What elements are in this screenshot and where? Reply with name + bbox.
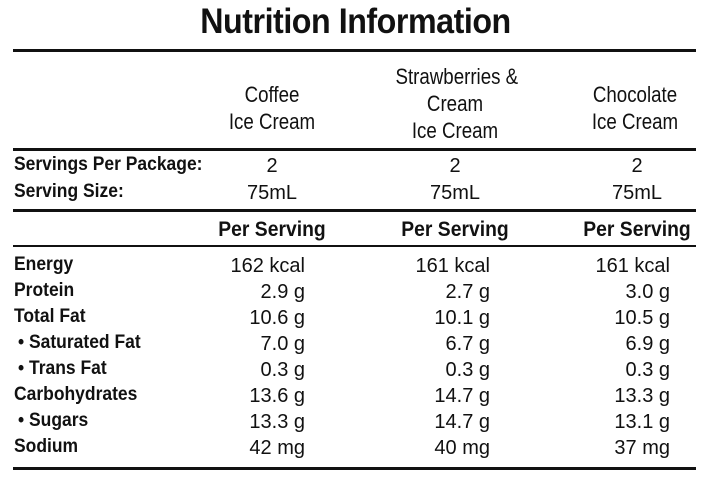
per-serving-rule [13, 245, 696, 247]
servings-per-package-label: Servings Per Package: [14, 154, 203, 175]
serving-size-value: 75mL [611, 182, 663, 204]
nutrient-value: 0.3 g [445, 359, 490, 381]
nutrient-value: 6.7 g [445, 333, 490, 355]
nutrient-label: • Saturated Fat [18, 332, 141, 353]
nutrient-label: Sodium [14, 436, 79, 457]
nutrient-value: 161 kcal [595, 255, 671, 277]
nutrient-value: 13.1 g [614, 411, 670, 433]
nutrient-value: 37 mg [614, 437, 670, 459]
header-rule [13, 148, 696, 151]
nutrient-value: 13.3 g [614, 385, 670, 407]
per-serving-header: Per Serving [583, 218, 691, 241]
nutrient-value: 13.6 g [249, 385, 305, 407]
per-serving-header: Per Serving [218, 218, 326, 241]
column-header-strawberries-cream: Strawberries & Cream Ice Cream [395, 64, 519, 143]
serving-size-value: 75mL [246, 182, 298, 204]
per-serving-header: Per Serving [401, 218, 509, 241]
nutrient-value: 161 kcal [415, 255, 491, 277]
nutrient-label: • Sugars [18, 410, 89, 431]
nutrient-label: Total Fat [14, 306, 86, 327]
nutrient-value: 10.1 g [434, 307, 490, 329]
serving-size-label: Serving Size: [14, 181, 124, 202]
serving-size-value: 75mL [429, 182, 481, 204]
nutrient-value: 0.3 g [625, 359, 670, 381]
servings-rule [13, 209, 696, 212]
nutrient-value: 40 mg [434, 437, 490, 459]
servings-per-package-value: 2 [266, 155, 278, 177]
nutrient-value: 3.0 g [625, 281, 670, 303]
nutrient-value: 162 kcal [230, 255, 306, 277]
column-header-chocolate: Chocolate Ice Cream [591, 82, 679, 134]
top-rule [13, 49, 696, 52]
nutrient-value: 14.7 g [434, 411, 490, 433]
nutrient-value: 10.6 g [249, 307, 305, 329]
nutrient-value: 13.3 g [249, 411, 305, 433]
page-title: Nutrition Information [200, 2, 511, 41]
servings-per-package-value: 2 [631, 155, 643, 177]
nutrient-value: 10.5 g [614, 307, 670, 329]
nutrient-value: 14.7 g [434, 385, 490, 407]
column-header-coffee: Coffee Ice Cream [228, 82, 316, 134]
nutrient-label: • Trans Fat [18, 358, 107, 379]
nutrient-value: 2.7 g [445, 281, 490, 303]
nutrient-label: Carbohydrates [14, 384, 138, 405]
nutrient-value: 42 mg [249, 437, 305, 459]
nutrient-value: 2.9 g [260, 281, 305, 303]
nutrient-value: 7.0 g [260, 333, 305, 355]
nutrient-label: Protein [14, 280, 75, 301]
nutrient-value: 6.9 g [625, 333, 670, 355]
servings-per-package-value: 2 [449, 155, 461, 177]
bottom-rule [13, 467, 696, 470]
nutrient-label: Energy [14, 254, 74, 275]
nutrient-value: 0.3 g [260, 359, 305, 381]
